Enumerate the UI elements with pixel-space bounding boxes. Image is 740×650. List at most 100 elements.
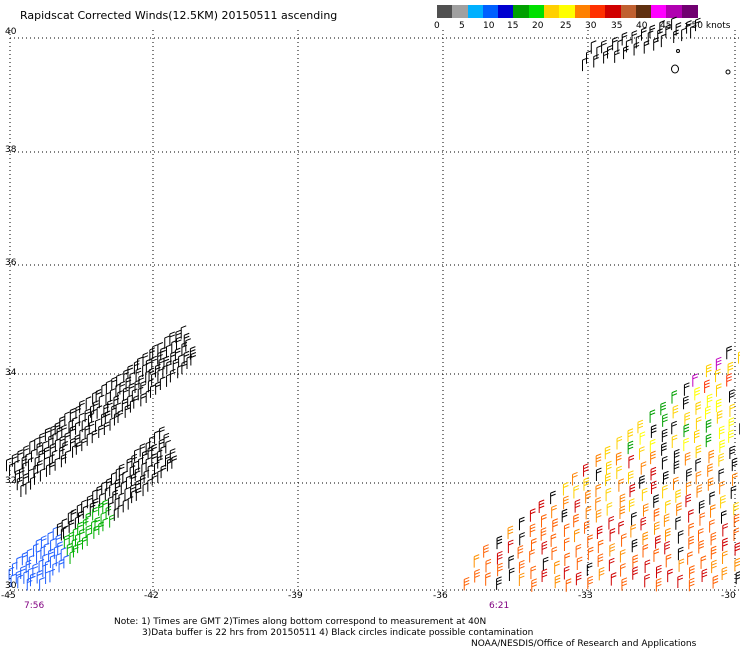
- wind-barb: [727, 361, 734, 376]
- wind-barb: [672, 404, 679, 419]
- wind-barb: [733, 527, 740, 541]
- wind-barb: [75, 405, 82, 419]
- lon-label: -30: [721, 591, 736, 601]
- wind-barb: [109, 388, 116, 402]
- wind-barb: [111, 471, 117, 486]
- wind-barb: [704, 379, 710, 393]
- wind-barb: [117, 409, 124, 424]
- wind-barb: [587, 546, 594, 561]
- wind-barb: [684, 411, 691, 426]
- wind-barb: [59, 435, 66, 449]
- wind-barbs: [6, 16, 740, 592]
- wind-barb: [726, 345, 732, 360]
- wind-barb: [720, 494, 726, 509]
- wind-barb: [640, 461, 647, 475]
- colorbar-label: 20: [532, 21, 544, 31]
- wind-barb: [595, 453, 602, 467]
- wind-barb: [39, 577, 45, 591]
- wind-barb: [575, 543, 582, 558]
- wind-barb: [38, 449, 45, 464]
- wind-barb: [102, 517, 109, 532]
- credit-line: NOAA/NESDIS/Office of Research and Appli…: [471, 639, 697, 649]
- wind-barb: [587, 534, 593, 548]
- wind-barb: [508, 567, 515, 582]
- wind-barb: [721, 510, 727, 524]
- wind-barb: [587, 575, 593, 590]
- wind-barb: [694, 386, 700, 401]
- wind-barb: [529, 549, 535, 563]
- wind-barb: [78, 412, 85, 427]
- wind-barb: [10, 573, 17, 588]
- wind-barb: [87, 413, 94, 427]
- wind-barb: [625, 38, 632, 53]
- wind-barb: [496, 535, 503, 550]
- wind-barb: [61, 518, 68, 532]
- wind-barb: [564, 552, 571, 566]
- wind-barb: [137, 356, 143, 371]
- wind-barb: [631, 538, 638, 553]
- wind-barb: [56, 426, 63, 441]
- wind-barb: [688, 535, 694, 550]
- wind-barb: [710, 531, 717, 546]
- wind-barb: [28, 468, 34, 482]
- wind-barb: [660, 401, 666, 416]
- wind-barb: [69, 407, 76, 422]
- wind-barb: [677, 546, 684, 561]
- wind-barb: [598, 566, 605, 581]
- wind-barb: [115, 485, 121, 499]
- lat-label: 34: [5, 368, 17, 378]
- wind-barb: [105, 380, 112, 394]
- wind-barb: [721, 566, 728, 581]
- wind-barb: [585, 505, 592, 520]
- wind-barb: [54, 438, 61, 452]
- wind-barb: [135, 487, 142, 501]
- wind-barb: [96, 485, 103, 499]
- wind-barb: [631, 511, 637, 526]
- wind-barb: [707, 477, 714, 491]
- wind-barb: [117, 504, 124, 518]
- wind-barb: [586, 50, 592, 64]
- wind-barb: [628, 498, 635, 512]
- wind-barb: [134, 467, 141, 481]
- wind-barb: [550, 490, 556, 505]
- wind-barb: [151, 472, 158, 486]
- wind-barb: [705, 433, 712, 448]
- wind-barb: [16, 556, 22, 570]
- wind-barb: [55, 552, 62, 567]
- wind-barb: [88, 420, 95, 435]
- colorbar-label: 5: [459, 21, 465, 31]
- wind-barb: [43, 456, 50, 471]
- wind-barb: [37, 460, 43, 474]
- wind-barb: [574, 528, 580, 543]
- wind-barb: [115, 467, 122, 481]
- wind-barb: [734, 542, 740, 556]
- colorbar-label: 35: [611, 21, 623, 31]
- wind-barb: [619, 505, 626, 520]
- wind-barb: [628, 454, 635, 469]
- wind-barb: [151, 355, 157, 370]
- wind-barb: [25, 452, 32, 467]
- wind-barb: [185, 338, 191, 352]
- wind-barb: [107, 399, 113, 414]
- wind-barb: [485, 572, 491, 586]
- colorbar-label: 15: [507, 21, 519, 31]
- wind-barb: [124, 486, 131, 501]
- wind-barb: [708, 449, 715, 464]
- pass-time-label: 6:21: [489, 601, 510, 611]
- wind-barb: [608, 515, 615, 530]
- wind-barb: [51, 449, 58, 464]
- wind-barb: [64, 431, 71, 446]
- wind-barb: [59, 445, 65, 460]
- wind-barb: [102, 499, 108, 513]
- colorbar-swatch: [666, 5, 683, 18]
- wind-barb: [171, 340, 177, 354]
- wind-barb: [54, 457, 61, 471]
- colorbar-label: >50 knots: [684, 21, 731, 31]
- wind-barb: [20, 565, 26, 579]
- wind-barb: [118, 472, 125, 487]
- wind-barb: [705, 363, 712, 378]
- wind-barb: [639, 475, 645, 489]
- wind-barb: [44, 427, 51, 441]
- wind-barb: [671, 390, 678, 404]
- colorbar-swatch: [589, 5, 606, 18]
